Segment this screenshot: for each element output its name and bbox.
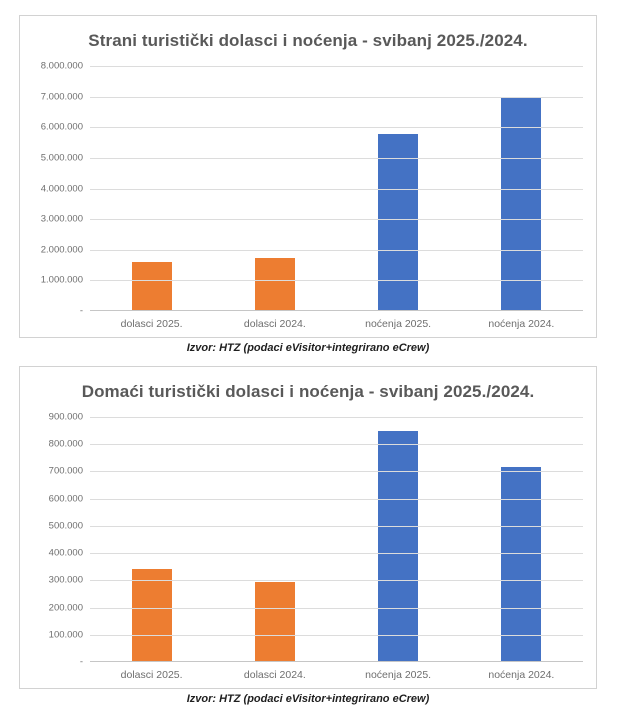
- y-tick-label: 800.000: [48, 438, 83, 450]
- bar-slot: [90, 417, 213, 662]
- bar-slot: [460, 66, 583, 311]
- x-axis-labels: dolasci 2025. dolasci 2024. noćenja 2025. n…: [20, 662, 596, 688]
- x-axis-line: [90, 661, 583, 662]
- source-caption: Izvor: HTZ (podaci eVisitor+integrirano …: [186, 342, 430, 354]
- bar-slot: [460, 417, 583, 662]
- x-category-label: dolasci 2025.: [120, 318, 183, 330]
- gridline: [90, 280, 583, 282]
- bar-nocenja-2024: [501, 466, 542, 662]
- y-tick-label: 900.000: [48, 411, 83, 423]
- gridline: [90, 553, 583, 555]
- gridline: [90, 249, 583, 251]
- y-tick-label: 5.000.000: [40, 152, 83, 164]
- chart-domaci-turisti: Domaći turistički dolasci i noćenja - sv…: [19, 366, 626, 705]
- bar-slot: [337, 417, 460, 662]
- x-axis-line: [90, 310, 583, 311]
- bar-nocenja-2024: [501, 97, 542, 311]
- chart-title: Strani turistički dolasci i noćenja - sv…: [88, 31, 528, 50]
- y-tick-label: 2.000.000: [40, 244, 83, 256]
- bar-slot: [337, 66, 460, 311]
- bar-dolasci-2024: [254, 258, 295, 311]
- bar-dolasci-2025: [131, 569, 172, 662]
- chart-frame: Strani turistički dolasci i noćenja - sv…: [19, 15, 597, 338]
- gridline: [90, 444, 583, 446]
- plot-area: 900.000 800.000 700.000 600.000 500.000 400.0…: [20, 412, 596, 668]
- x-category-label: noćenja 2024.: [488, 318, 555, 330]
- y-tick-label: 8.000.000: [40, 60, 83, 72]
- plot-grid: [90, 417, 583, 662]
- plot-grid: [90, 66, 583, 311]
- bars-row: [90, 66, 583, 311]
- bar-dolasci-2025: [131, 262, 172, 311]
- y-axis: 900.000 800.000 700.000 600.000 500.000 400.0…: [20, 412, 90, 668]
- bar-slot: [213, 417, 336, 662]
- x-category-label: noćenja 2025.: [365, 318, 432, 330]
- gridline: [90, 219, 583, 221]
- y-tick-label: 700.000: [48, 465, 83, 477]
- bar-dolasci-2024: [254, 582, 295, 662]
- gridline: [90, 417, 583, 418]
- bars-row: [90, 417, 583, 662]
- y-tick-label: 7.000.000: [40, 91, 83, 103]
- y-tick-label: 200.000: [48, 602, 83, 614]
- gridline: [90, 127, 583, 129]
- gridline: [90, 607, 583, 609]
- source-caption: Izvor: HTZ (podaci eVisitor+integrirano …: [186, 693, 430, 705]
- gridline: [90, 157, 583, 159]
- gridline: [90, 96, 583, 98]
- bar-slot: [90, 66, 213, 311]
- y-tick-label: 400.000: [48, 547, 83, 559]
- y-tick-label: 600.000: [48, 493, 83, 505]
- y-tick-label: 6.000.000: [40, 121, 83, 133]
- bar-nocenja-2025: [378, 134, 419, 311]
- gridline: [90, 634, 583, 636]
- bar-nocenja-2025: [378, 430, 419, 662]
- y-tick-label: -: [79, 305, 83, 317]
- gridline: [90, 580, 583, 582]
- gridline: [90, 498, 583, 500]
- gridline: [90, 188, 583, 190]
- x-category-label: noćenja 2025.: [365, 669, 432, 681]
- x-category-label: dolasci 2024.: [243, 318, 306, 330]
- bar-slot: [213, 66, 336, 311]
- gridline: [90, 471, 583, 473]
- x-category-label: dolasci 2025.: [120, 669, 183, 681]
- y-tick-label: 100.000: [48, 629, 83, 641]
- gridline: [90, 525, 583, 527]
- x-category-label: noćenja 2024.: [488, 669, 555, 681]
- chart-title: Domaći turistički dolasci i noćenja - sv…: [81, 382, 535, 401]
- gridline: [90, 66, 583, 67]
- y-tick-label: 500.000: [48, 520, 83, 532]
- chart-strani-turisti: Strani turistički dolasci i noćenja - sv…: [19, 15, 626, 354]
- y-tick-label: 4.000.000: [40, 183, 83, 194]
- y-tick-label: 1.000.000: [40, 274, 83, 286]
- y-axis: 8.000.000 7.000.000 6.000.000 5.000.000 4.00…: [20, 61, 90, 317]
- y-tick-label: 300.000: [48, 574, 83, 586]
- chart-frame: Domaći turistički dolasci i noćenja - sv…: [19, 366, 597, 689]
- y-tick-label: 3.000.000: [40, 213, 83, 225]
- x-axis-labels: dolasci 2025. dolasci 2024. noćenja 2025. n…: [20, 311, 596, 337]
- y-tick-label: -: [79, 656, 83, 668]
- plot-area: 8.000.000 7.000.000 6.000.000 5.000.000 4.00…: [20, 61, 596, 317]
- x-category-label: dolasci 2024.: [243, 669, 306, 681]
